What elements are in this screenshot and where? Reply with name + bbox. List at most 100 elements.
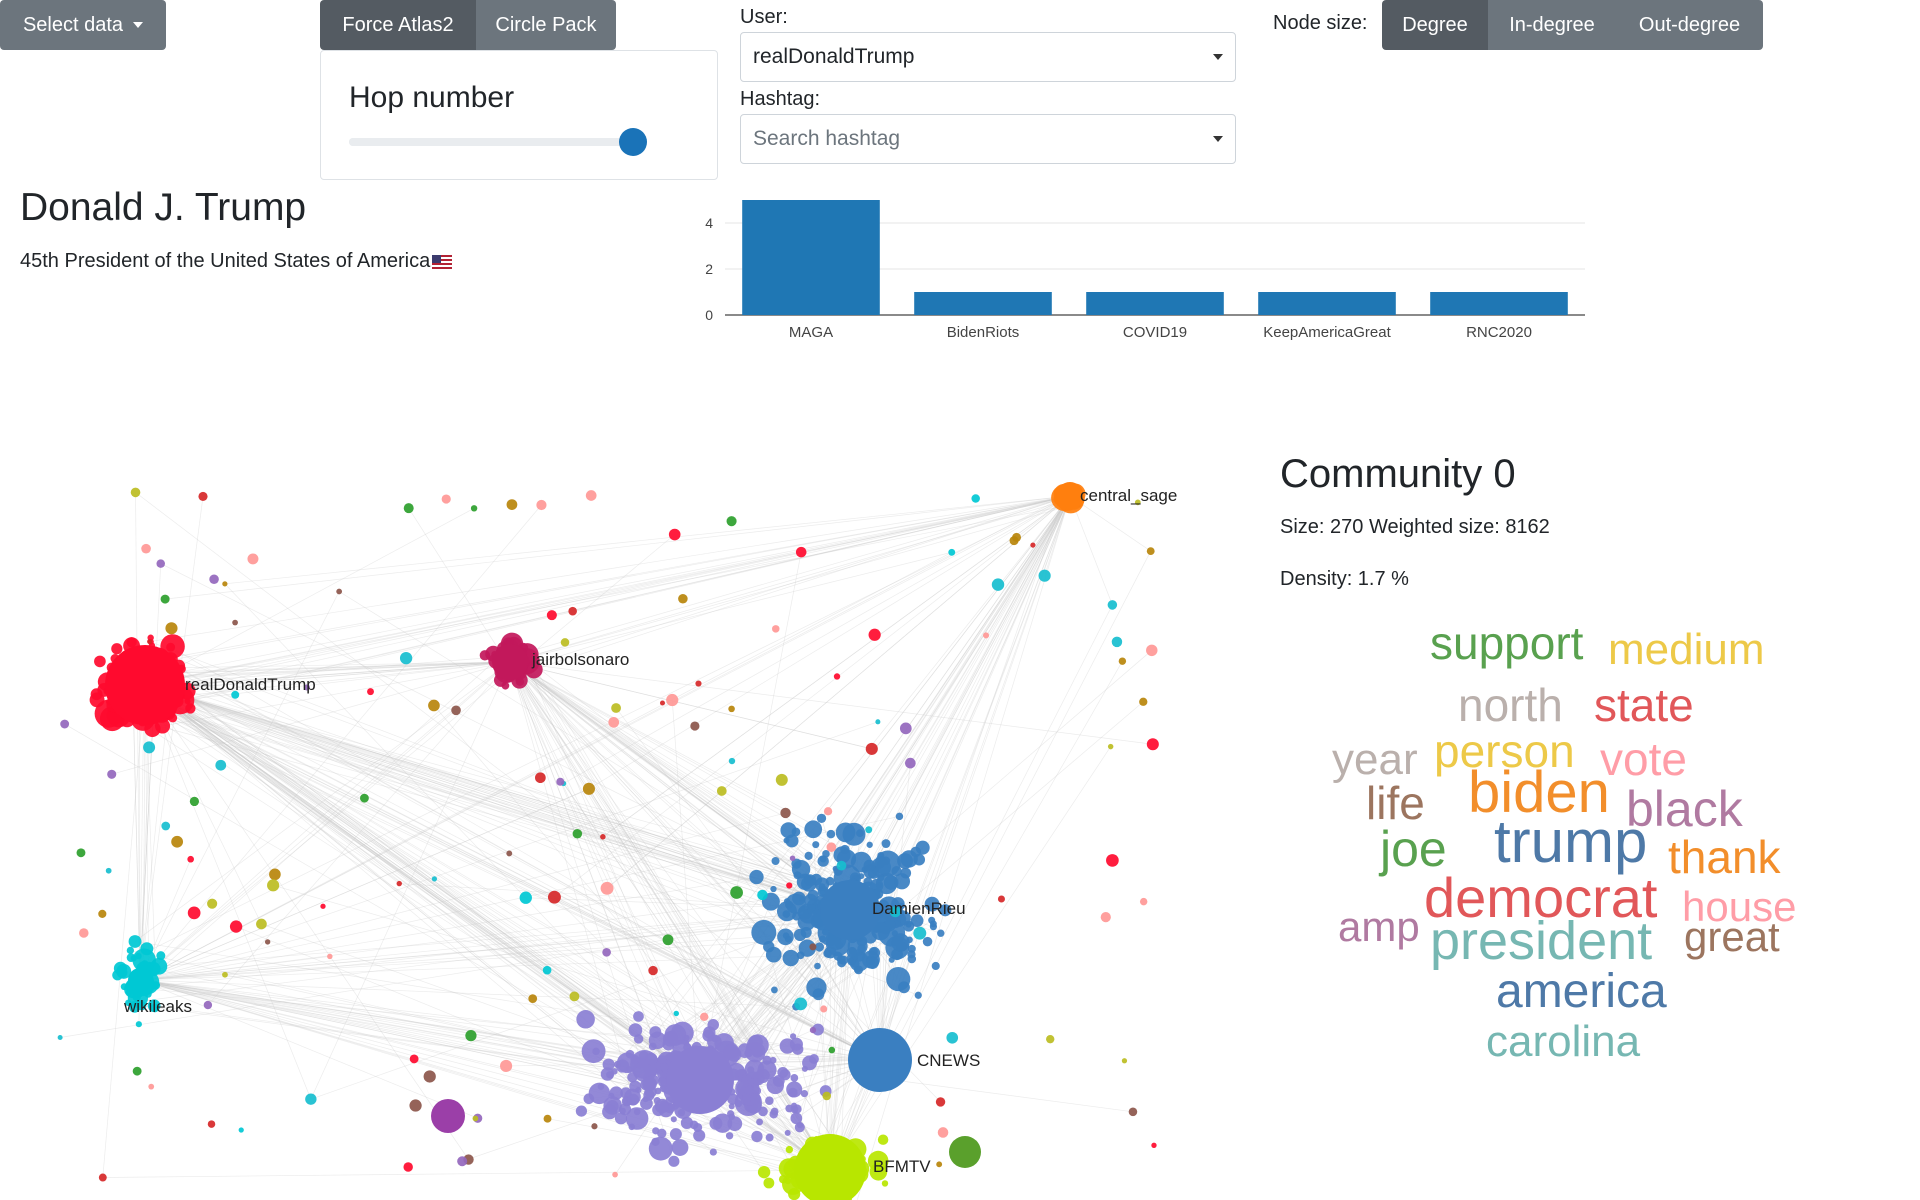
network-node[interactable] — [877, 874, 885, 882]
network-node[interactable] — [1030, 542, 1036, 548]
network-node[interactable] — [794, 997, 808, 1011]
network-node[interactable] — [1151, 1142, 1157, 1148]
network-node[interactable] — [757, 889, 768, 901]
network-node[interactable] — [267, 879, 280, 892]
network-node[interactable] — [771, 857, 780, 866]
network-node[interactable] — [576, 1010, 595, 1029]
network-node[interactable] — [801, 1065, 808, 1072]
network-node[interactable] — [336, 588, 343, 595]
network-node[interactable] — [728, 757, 736, 765]
network-node[interactable] — [166, 642, 176, 652]
network-node[interactable] — [789, 1033, 797, 1040]
network-node[interactable] — [1009, 536, 1019, 546]
network-node[interactable] — [431, 876, 438, 882]
network-node[interactable] — [572, 828, 583, 839]
network-node[interactable] — [777, 1066, 789, 1078]
select-data-dropdown[interactable]: Select data — [0, 0, 166, 50]
network-node[interactable] — [765, 1133, 774, 1142]
network-node[interactable] — [652, 1127, 660, 1135]
network-node[interactable] — [763, 1177, 775, 1189]
network-node[interactable] — [479, 650, 491, 661]
network-node[interactable] — [744, 1085, 754, 1095]
network-node[interactable] — [937, 929, 945, 937]
network-node[interactable] — [780, 807, 791, 819]
network-node[interactable] — [786, 882, 793, 889]
network-node[interactable] — [707, 1019, 719, 1031]
network-node[interactable] — [865, 826, 873, 834]
network-node[interactable] — [809, 1026, 817, 1034]
network-node[interactable] — [790, 1112, 803, 1125]
network-node[interactable] — [441, 494, 451, 504]
network-node[interactable] — [528, 994, 538, 1004]
network-node[interactable] — [1146, 738, 1159, 751]
network-node[interactable] — [868, 946, 881, 959]
network-node[interactable] — [787, 1087, 798, 1098]
network-node[interactable] — [264, 939, 271, 945]
network-node[interactable] — [132, 1066, 142, 1076]
network-node[interactable] — [671, 1139, 689, 1156]
network-node[interactable] — [94, 655, 106, 668]
network-hub-node[interactable] — [431, 1099, 465, 1133]
network-node[interactable] — [991, 578, 1005, 591]
network-node[interactable] — [1100, 912, 1111, 923]
network-node[interactable] — [171, 835, 184, 848]
network-node[interactable] — [1107, 743, 1114, 750]
network-node[interactable] — [231, 690, 240, 699]
network-node[interactable] — [367, 688, 374, 696]
network-node[interactable] — [770, 1107, 779, 1116]
network-node[interactable] — [635, 1086, 642, 1094]
network-node[interactable] — [744, 1049, 753, 1058]
network-node[interactable] — [602, 947, 611, 957]
network-node[interactable] — [585, 490, 597, 501]
network-node[interactable] — [320, 903, 326, 909]
hop-slider[interactable] — [349, 128, 647, 156]
network-node[interactable] — [409, 1099, 422, 1112]
network-node[interactable] — [428, 699, 440, 712]
network-node[interactable] — [898, 981, 910, 994]
network-node[interactable] — [135, 952, 142, 960]
network-node[interactable] — [678, 593, 688, 604]
network-hub-node[interactable] — [848, 1028, 912, 1092]
network-node[interactable] — [881, 1180, 889, 1187]
network-node[interactable] — [881, 839, 891, 848]
network-node[interactable] — [569, 991, 580, 1002]
network-node[interactable] — [1139, 897, 1148, 906]
network-node[interactable] — [709, 1148, 717, 1156]
network-node[interactable] — [728, 705, 735, 713]
network-node[interactable] — [403, 503, 414, 514]
network-node[interactable] — [657, 1128, 667, 1139]
network-node[interactable] — [659, 700, 665, 706]
circle-pack-button[interactable]: Circle Pack — [476, 0, 616, 50]
network-node[interactable] — [866, 841, 873, 848]
network-node[interactable] — [899, 722, 912, 735]
network-node[interactable] — [913, 926, 927, 940]
network-node[interactable] — [734, 1100, 743, 1108]
network-node[interactable] — [769, 1056, 777, 1064]
network-node[interactable] — [148, 1083, 155, 1090]
network-node[interactable] — [209, 574, 219, 585]
network-node[interactable] — [600, 1067, 615, 1081]
network-node[interactable] — [198, 491, 208, 502]
network-node[interactable] — [189, 796, 200, 807]
network-node[interactable] — [854, 966, 861, 973]
network-node[interactable] — [582, 782, 595, 795]
network-node[interactable] — [141, 543, 151, 554]
network-node[interactable] — [135, 1021, 142, 1028]
network-node[interactable] — [809, 1054, 819, 1064]
network-node[interactable] — [819, 855, 827, 863]
network-node[interactable] — [146, 961, 161, 977]
network-node[interactable] — [649, 1026, 662, 1039]
network-node[interactable] — [723, 1044, 739, 1060]
network-node[interactable] — [746, 1034, 769, 1057]
network-node[interactable] — [823, 807, 833, 816]
network-node[interactable] — [608, 716, 620, 728]
network-node[interactable] — [465, 1030, 477, 1042]
network-node[interactable] — [822, 1091, 832, 1101]
network-node[interactable] — [303, 684, 310, 691]
network-node[interactable] — [651, 1137, 660, 1146]
network-node[interactable] — [156, 951, 166, 961]
degree-button[interactable]: Degree — [1382, 0, 1488, 50]
network-node[interactable] — [602, 1058, 615, 1071]
network-node[interactable] — [519, 891, 532, 904]
network-node[interactable] — [922, 936, 933, 947]
